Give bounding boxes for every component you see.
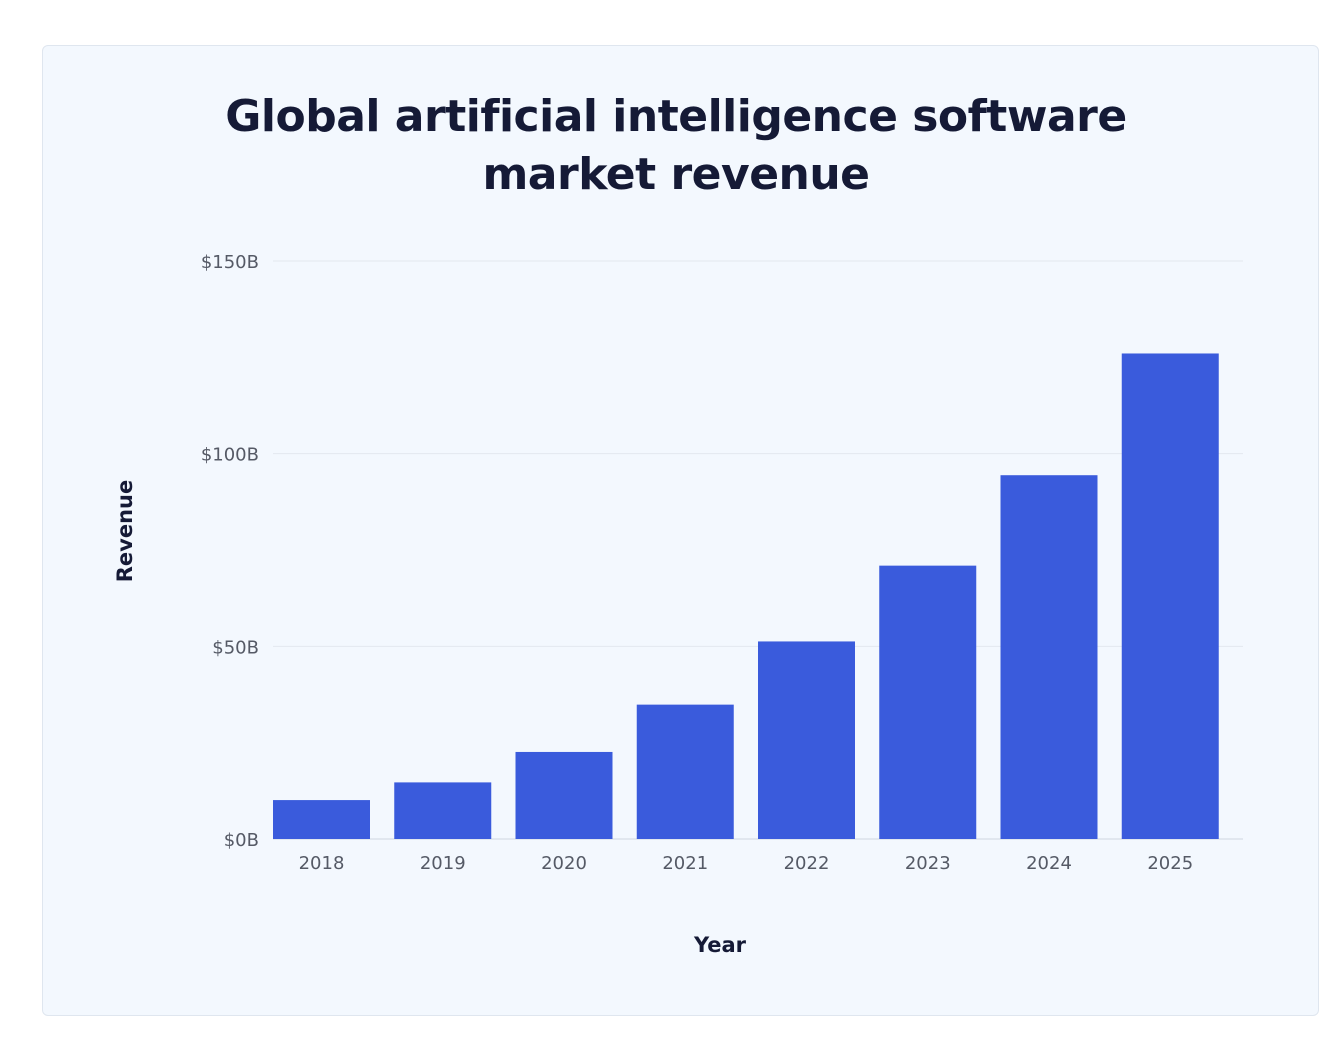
x-tick-label: 2019 — [420, 853, 466, 874]
chart-title-line-2: market revenue — [482, 149, 870, 200]
y-axis-label: Revenue — [113, 480, 137, 583]
bar-2019 — [394, 782, 492, 839]
bar-2025 — [1121, 353, 1219, 839]
x-tick-label: 2020 — [541, 853, 587, 874]
chart-card — [42, 45, 1319, 1016]
x-tick-label: 2021 — [662, 853, 708, 874]
y-tick-label: $150B — [201, 252, 259, 273]
chart-title-line-1: Global artificial intelligence software — [225, 91, 1127, 142]
x-axis-label: Year — [693, 933, 747, 957]
y-tick-label: $100B — [201, 445, 259, 466]
chart-title: Global artificial intelligence software … — [0, 88, 1342, 204]
bar-2018 — [273, 800, 370, 839]
bar-2024 — [1000, 475, 1098, 839]
y-tick-label: $50B — [212, 637, 259, 658]
x-tick-label: 2025 — [1147, 853, 1193, 874]
x-tick-label: 2022 — [784, 853, 830, 874]
x-tick-label: 2024 — [1026, 853, 1072, 874]
bar-2020 — [515, 751, 613, 839]
bar-2021 — [636, 704, 734, 839]
y-tick-label: $0B — [224, 830, 259, 851]
x-tick-label: 2023 — [905, 853, 951, 874]
x-tick-label: 2018 — [299, 853, 345, 874]
bar-2023 — [879, 565, 977, 839]
bar-2022 — [758, 641, 855, 839]
